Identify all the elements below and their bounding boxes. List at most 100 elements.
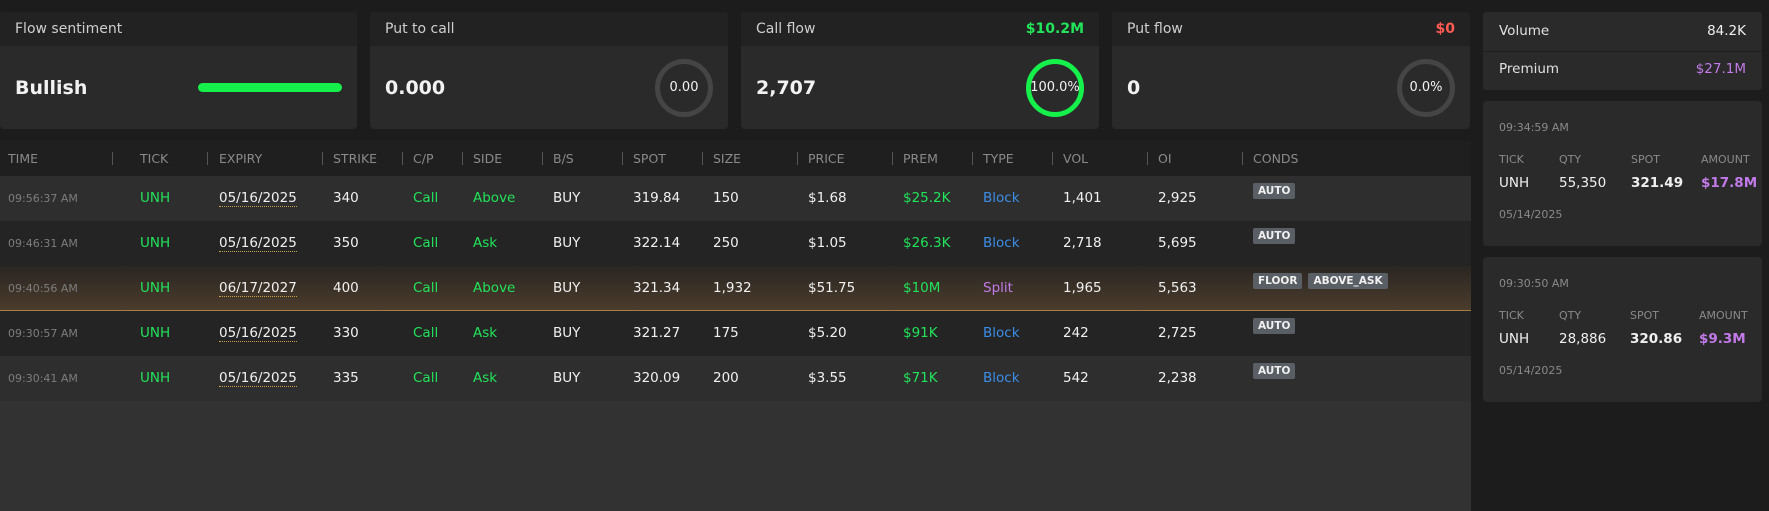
expiry-link[interactable]: 05/16/2025 [219,370,297,387]
flow-sentiment-card: Flow sentiment Bullish [0,12,357,129]
cell-type: Block [983,235,1020,251]
trade-card[interactable]: 09:30:50 AM TICK QTY SPOT AMOUNT UNH 28,… [1483,257,1762,402]
column-resize-handle[interactable] [462,152,463,165]
cell-expiry[interactable]: 05/16/2025 [219,176,297,221]
column-header-vol[interactable]: VOL [1063,151,1089,166]
cell-vol: 1,401 [1063,190,1102,206]
cell-price: $1.05 [808,235,847,251]
cell-tick[interactable]: UNH [140,370,171,386]
column-header-tick[interactable]: TICK [140,151,169,166]
cell-bs: BUY [553,190,581,206]
cell-strike: 400 [333,280,359,296]
cell-tick[interactable]: UNH [140,325,171,341]
expiry-link[interactable]: 05/16/2025 [219,235,297,252]
cell-time: 09:56:37 AM [8,192,78,205]
cell-time: 09:30:57 AM [8,327,78,340]
column-resize-handle[interactable] [322,152,323,165]
trade-date: 05/14/2025 [1499,208,1563,221]
column-header-type[interactable]: TYPE [983,151,1014,166]
cell-size: 200 [713,370,739,386]
table-row[interactable]: 09:46:31 AM UNH 05/16/2025 350 Call Ask BUY 322… [0,221,1471,266]
column-resize-handle[interactable] [972,152,973,165]
cell-vol: 1,965 [1063,280,1102,296]
put-to-call-ring-label: 0.00 [669,80,699,95]
cell-expiry[interactable]: 06/17/2027 [219,266,297,311]
cell-tick[interactable]: UNH [140,190,171,206]
column-header-conds[interactable]: CONDS [1253,151,1299,166]
summary-stats: Volume 84.2K Premium $27.1M [1483,12,1762,90]
table-row[interactable]: 09:56:37 AM UNH 05/16/2025 340 Call Above BUY 3… [0,176,1471,221]
column-header-cp[interactable]: C/P [413,151,434,166]
condition-badge: AUTO [1253,228,1296,244]
cell-tick[interactable]: UNH [140,280,171,296]
cell-cp: Call [413,190,439,206]
column-resize-handle[interactable] [207,152,208,165]
expiry-link[interactable]: 05/16/2025 [219,325,297,342]
column-resize-handle[interactable] [1242,152,1243,165]
cell-expiry[interactable]: 05/16/2025 [219,221,297,266]
column-header-side[interactable]: SIDE [473,151,503,166]
cell-cp: Call [413,280,439,296]
cell-size: 250 [713,235,739,251]
cell-type: Split [983,280,1013,296]
column-resize-handle[interactable] [702,152,703,165]
column-resize-handle[interactable] [542,152,543,165]
summary-panel: Volume 84.2K Premium $27.1M [1483,12,1762,90]
cell-vol: 2,718 [1063,235,1102,251]
cell-expiry[interactable]: 05/16/2025 [219,356,297,401]
column-resize-handle[interactable] [622,152,623,165]
column-header-expiry[interactable]: EXPIRY [219,151,263,166]
column-header-time[interactable]: TIME [8,151,39,166]
trade-spot: 320.86 [1630,331,1683,347]
cell-prem: $91K [903,325,938,341]
cell-type: Block [983,370,1020,386]
expiry-link[interactable]: 06/17/2027 [219,280,297,297]
trade-qty: 55,350 [1559,175,1607,191]
table-row[interactable]: 09:30:41 AM UNH 05/16/2025 335 Call Ask BUY 320… [0,356,1471,401]
cell-type: Block [983,190,1020,206]
put-flow-amount: $0 [1435,21,1455,37]
table-row[interactable]: 09:30:57 AM UNH 05/16/2025 330 Call Ask BUY 321… [0,311,1471,356]
trade-qty-header: QTY [1559,309,1582,322]
cell-conds: FLOOR ABOVE_ASK [1253,273,1388,289]
cell-bs: BUY [553,325,581,341]
sentiment-bar [198,83,342,92]
put-to-call-header: Put to call [370,12,728,46]
cell-time: 09:30:41 AM [8,372,78,385]
cell-oi: 5,695 [1158,235,1197,251]
trade-card[interactable]: 09:34:59 AM TICK QTY SPOT AMOUNT UNH 55,… [1483,101,1762,246]
call-flow-value: 2,707 [756,76,817,99]
column-resize-handle[interactable] [1052,152,1053,165]
cell-bs: BUY [553,370,581,386]
column-header-oi[interactable]: OI [1158,151,1172,166]
column-resize-handle[interactable] [892,152,893,165]
column-header-prem[interactable]: PREM [903,151,938,166]
column-header-strike[interactable]: STRIKE [333,151,378,166]
trade-spot-header: SPOT [1630,309,1659,322]
cell-price: $3.55 [808,370,847,386]
column-resize-handle[interactable] [1147,152,1148,165]
cell-price: $5.20 [808,325,847,341]
cell-oi: 2,725 [1158,325,1197,341]
put-flow-value: 0 [1127,76,1141,99]
column-resize-handle[interactable] [797,152,798,165]
condition-badge: AUTO [1253,318,1296,334]
cell-spot: 321.27 [633,325,681,341]
cell-side: Above [473,190,516,206]
cell-oi: 2,925 [1158,190,1197,206]
cell-prem: $71K [903,370,938,386]
cell-expiry[interactable]: 05/16/2025 [219,311,297,356]
put-to-call-value: 0.000 [385,76,446,99]
column-header-size[interactable]: SIZE [713,151,742,166]
put-to-call-ring: 0.00 [655,58,713,117]
column-resize-handle[interactable] [112,152,113,165]
trade-time: 09:30:50 AM [1499,277,1569,290]
table-row[interactable]: 09:40:56 AM UNH 06/17/2027 400 Call Above BUY 3… [0,266,1471,311]
cell-cp: Call [413,370,439,386]
column-resize-handle[interactable] [402,152,403,165]
column-header-price[interactable]: PRICE [808,151,845,166]
column-header-spot[interactable]: SPOT [633,151,666,166]
column-header-bs[interactable]: B/S [553,151,574,166]
expiry-link[interactable]: 05/16/2025 [219,190,297,207]
cell-tick[interactable]: UNH [140,235,171,251]
